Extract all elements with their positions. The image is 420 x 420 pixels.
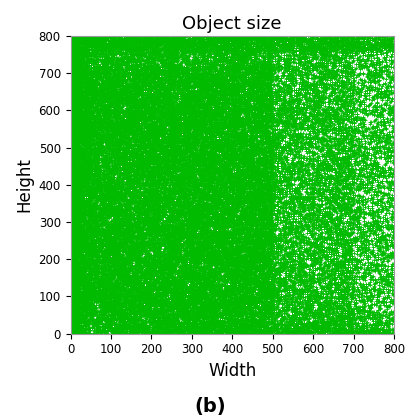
X-axis label: Width: Width	[208, 362, 256, 380]
Title: Object size: Object size	[182, 15, 282, 33]
Y-axis label: Height: Height	[15, 158, 33, 212]
Text: (b): (b)	[194, 397, 226, 416]
